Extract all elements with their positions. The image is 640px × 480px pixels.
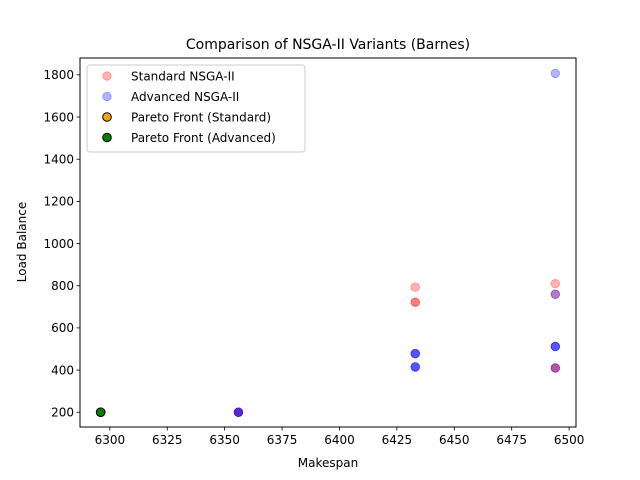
y-tick-label-1: 400	[51, 363, 74, 377]
x-tick-label-7: 6475	[496, 433, 527, 447]
y-tick-label-7: 1600	[43, 110, 74, 124]
points-layer	[95, 68, 561, 418]
x-tick-label-1: 6325	[152, 433, 183, 447]
x-axis-label: Makespan	[298, 456, 358, 470]
legend: Standard NSGA-II Advanced NSGA-II Pareto F…	[86, 64, 306, 153]
point-standard-nsga-ii-7	[550, 278, 561, 289]
legend-label-pareto-front-advanced: Pareto Front (Advanced)	[131, 131, 276, 145]
y-axis: 200 400 600 800 1000 1200 1400 1600 1800	[43, 68, 80, 420]
point-advanced-nsga-ii-4	[410, 348, 420, 359]
x-tick-label-3: 6375	[267, 433, 298, 447]
legend-label-pareto-front-standard: Pareto Front (Standard)	[131, 110, 271, 124]
x-tick-label-5: 6425	[382, 433, 413, 447]
point-standard-nsga-ii-8	[550, 289, 561, 299]
legend-box	[86, 64, 306, 153]
y-tick-label-0: 200	[51, 406, 74, 420]
point-advanced-nsga-ii-13	[550, 341, 561, 352]
point-pareto-front-advanced-0	[95, 407, 106, 418]
y-tick-label-5: 1200	[43, 195, 74, 209]
point-standard-nsga-ii-4	[410, 282, 420, 292]
point-advanced-nsga-ii-3	[233, 407, 244, 417]
y-tick-label-6: 1400	[43, 153, 74, 167]
x-tick-label-6: 6450	[439, 433, 470, 447]
point-advanced-nsga-ii-12	[550, 341, 561, 352]
point-advanced-nsga-ii-1	[233, 407, 244, 417]
point-advanced-nsga-ii-8	[410, 362, 420, 372]
y-tick-label-3: 800	[51, 279, 74, 293]
plot-frame	[79, 57, 577, 428]
x-axis: 6300 6325 6350 6375 6400 6425 6450 6475 6500	[95, 427, 585, 447]
point-standard-nsga-ii-5	[410, 297, 420, 307]
point-advanced-nsga-ii-9	[410, 362, 420, 372]
legend-marker-standard-nsga-ii	[102, 71, 112, 81]
point-advanced-nsga-ii-11	[550, 289, 561, 299]
x-tick-label-2: 6350	[209, 433, 240, 447]
point-advanced-nsga-ii-2	[233, 407, 244, 417]
point-advanced-nsga-ii-6	[410, 348, 420, 359]
y-tick-label-4: 1000	[43, 237, 74, 251]
point-advanced-nsga-ii-15	[550, 363, 561, 373]
x-tick-label-8: 6500	[554, 433, 585, 447]
point-standard-nsga-ii-3	[233, 407, 244, 417]
point-standard-nsga-ii-10	[550, 363, 561, 373]
point-advanced-nsga-ii-7	[410, 362, 420, 372]
point-standard-nsga-ii-2	[233, 407, 244, 417]
point-standard-nsga-ii-9	[550, 363, 561, 373]
legend-marker-pareto-front-standard	[102, 112, 112, 122]
x-tick-label-0: 6300	[95, 433, 126, 447]
legend-label-standard-nsga-ii: Standard NSGA-II	[131, 69, 235, 83]
point-advanced-nsga-ii-5	[410, 348, 420, 359]
x-tick-label-4: 6400	[324, 433, 355, 447]
point-advanced-nsga-ii-14	[550, 341, 561, 352]
y-tick-label-2: 600	[51, 321, 74, 335]
y-tick-label-8: 1800	[43, 68, 74, 82]
y-axis-label: Load Balance	[15, 202, 29, 282]
legend-marker-pareto-front-advanced	[102, 132, 112, 143]
legend-marker-advanced-nsga-ii	[102, 91, 112, 102]
point-advanced-nsga-ii-10	[550, 68, 561, 79]
legend-label-advanced-nsga-ii: Advanced NSGA-II	[131, 90, 239, 104]
point-standard-nsga-ii-6	[410, 297, 420, 307]
chart-title: Comparison of NSGA-II Variants (Barnes)	[186, 37, 470, 53]
